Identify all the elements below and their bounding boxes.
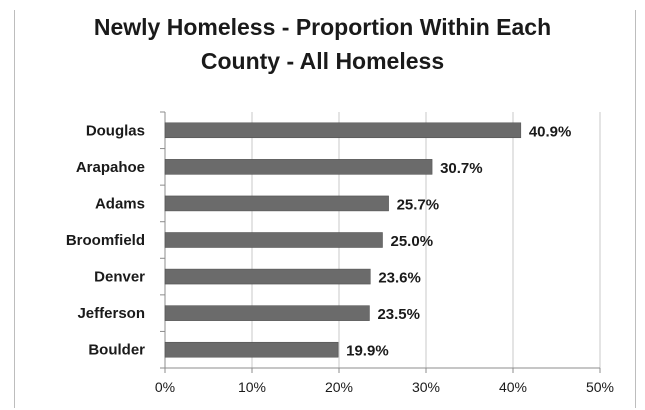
category-label: Jefferson [77,305,145,322]
data-label: 30.7% [440,160,483,177]
bar-boulder [164,341,339,358]
chart-title: Newly Homeless - Proportion Within Each … [0,10,645,78]
category-label: Arapahoe [76,159,145,176]
labels: 0% 10% 20% 30% 40% 50% Douglas 40.9% Arapahoe 30.… [66,122,614,395]
category-label: Denver [94,269,145,286]
x-tick-label: 30% [412,379,440,395]
category-label: Broomfield [66,232,145,249]
data-label: 19.9% [346,343,389,360]
data-label: 40.9% [529,123,572,140]
bar-denver [164,268,371,285]
bar-broomfield [164,232,383,248]
data-label: 23.5% [377,306,420,323]
bar-jefferson [164,305,370,321]
bars [164,122,522,358]
category-label: Boulder [88,342,145,359]
chart-title-line-2: County - All Homeless [200,48,445,74]
category-label: Adams [95,195,145,212]
x-tick-label: 20% [325,379,353,395]
x-tick-label: 0% [155,379,175,395]
data-label: 25.0% [391,233,434,250]
data-label: 23.6% [378,270,421,287]
x-tick-label: 10% [238,379,266,395]
bar-arapahoe [164,159,433,175]
bar-adams [164,195,389,212]
bar-douglas [164,122,522,139]
x-tick-label: 50% [586,379,614,395]
data-label: 25.7% [397,196,440,213]
x-tick-label: 40% [499,379,527,395]
category-label: Douglas [86,122,145,139]
chart-title-line-1: Newly Homeless - Proportion Within Each [93,14,552,40]
